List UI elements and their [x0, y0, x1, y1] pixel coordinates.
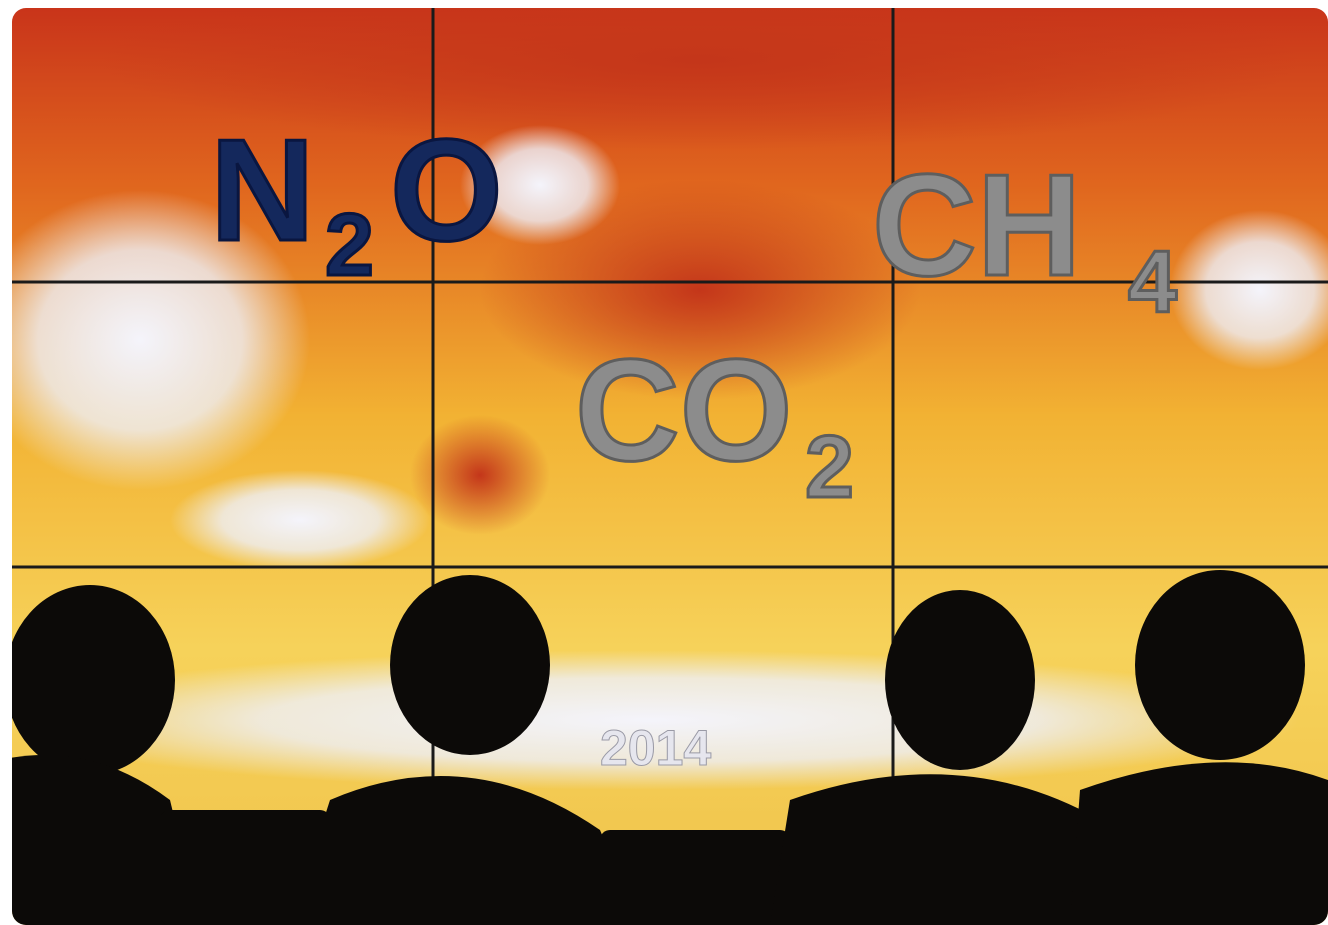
formula-symbol: CO [575, 329, 793, 491]
year-label: 2014 [600, 720, 711, 776]
cool-spot [12, 190, 310, 490]
formula-symbol: CH [872, 144, 1081, 306]
cool-spot [1170, 210, 1328, 370]
cool-spot [170, 470, 430, 570]
formula-co2: CO 2 [574, 328, 856, 518]
formula-ch4: CH 4 [871, 143, 1179, 333]
cool-spot [460, 125, 620, 245]
formula-rest: O [390, 109, 503, 271]
formula-subscript: 4 [1128, 232, 1177, 331]
hot-spot [410, 415, 550, 535]
hot-spot [100, 8, 1300, 150]
hot-spot [480, 180, 920, 400]
formula-n2o: N 2 O [209, 108, 505, 296]
formula-subscript: 2 [325, 195, 374, 294]
formula-subscript: 2 [805, 417, 854, 516]
formula-symbol: N [210, 109, 315, 271]
silhouettes [12, 570, 1328, 925]
